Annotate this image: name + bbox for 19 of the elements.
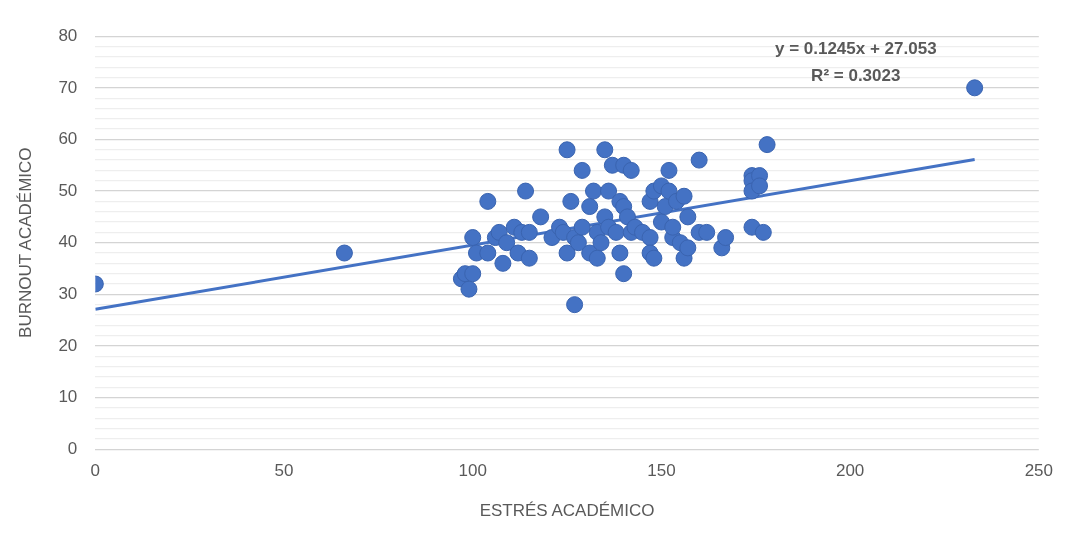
annotation: y = 0.1245x + 27.053	[774, 38, 937, 58]
y-tick-label: 40	[58, 232, 78, 252]
x-tick-label: 100	[458, 461, 487, 481]
x-tick-label: 150	[647, 461, 676, 481]
x-tick-label: 250	[1024, 461, 1054, 481]
y-tick-label: 20	[58, 335, 78, 355]
x-axis-title: ESTRÉS ACADÉMICO	[479, 501, 655, 521]
y-axis-title: BURNOUT ACADÉMICO	[15, 147, 35, 338]
y-tick-label: 30	[58, 284, 78, 304]
y-tick-label: 80	[58, 25, 78, 45]
y-tick-label: 70	[58, 77, 78, 97]
y-tick-label: 50	[58, 180, 78, 200]
x-tick-label: 50	[274, 461, 294, 481]
y-tick-label: 10	[58, 387, 78, 407]
y-tick-label: 0	[67, 438, 78, 458]
annotation: R² = 0.3023	[811, 65, 901, 85]
x-tick-label: 0	[90, 461, 101, 481]
y-tick-label: 60	[58, 129, 78, 149]
x-tick-label: 200	[835, 461, 865, 481]
